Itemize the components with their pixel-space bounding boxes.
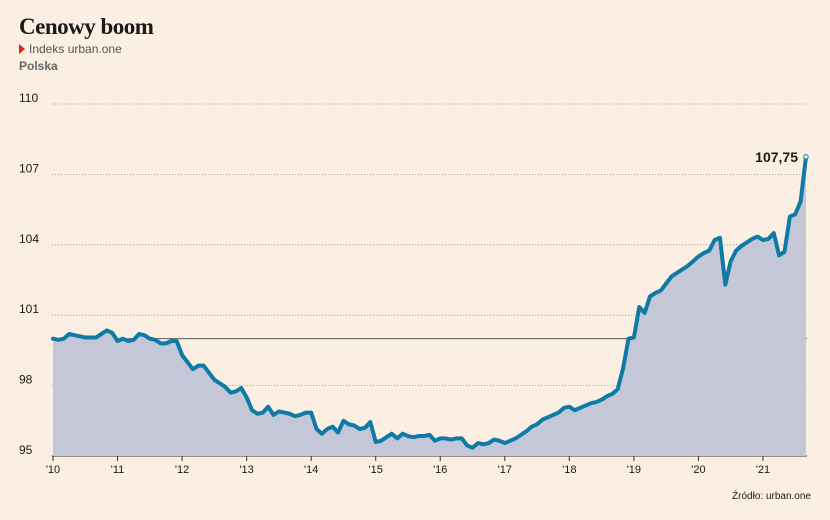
x-tick-label: '21 — [756, 464, 770, 476]
chart-subtitle: Polska — [19, 59, 58, 73]
end-value-label: 107,75 — [755, 149, 798, 165]
axis-labels: 107,75 95 98 101 104 107 110 '10 '11 '12 '13 '14 '15… — [19, 91, 798, 476]
legend-triangle-icon — [19, 44, 25, 54]
y-tick-label: 98 — [19, 373, 33, 387]
y-tick-label: 101 — [19, 302, 39, 316]
legend-label: Indeks urban.one — [29, 42, 122, 56]
x-tick-label: '11 — [111, 464, 125, 476]
series-line — [51, 154, 808, 450]
x-tick-label: '15 — [369, 464, 383, 476]
x-tick-label: '16 — [433, 464, 447, 476]
x-tick-label: '14 — [304, 464, 318, 476]
x-tick-label: '18 — [562, 464, 576, 476]
end-point — [803, 154, 809, 160]
source-note: Źródło: urban.one — [732, 491, 811, 502]
y-tick-label: 107 — [19, 161, 39, 175]
x-tick-label: '12 — [175, 464, 189, 476]
series-area — [53, 156, 806, 457]
y-tick-label: 104 — [19, 232, 39, 246]
y-tick-label: 110 — [19, 91, 38, 105]
legend: Indeks urban.one — [19, 42, 122, 56]
y-tick-label: 95 — [19, 443, 33, 457]
x-tick-label: '10 — [46, 464, 60, 476]
chart-title: Cenowy boom — [19, 14, 154, 39]
series-marks — [51, 154, 809, 457]
x-tick-label: '20 — [691, 464, 705, 476]
x-tick-label: '17 — [498, 464, 512, 476]
x-tick-label: '19 — [627, 464, 641, 476]
x-tick-label: '13 — [239, 464, 253, 476]
